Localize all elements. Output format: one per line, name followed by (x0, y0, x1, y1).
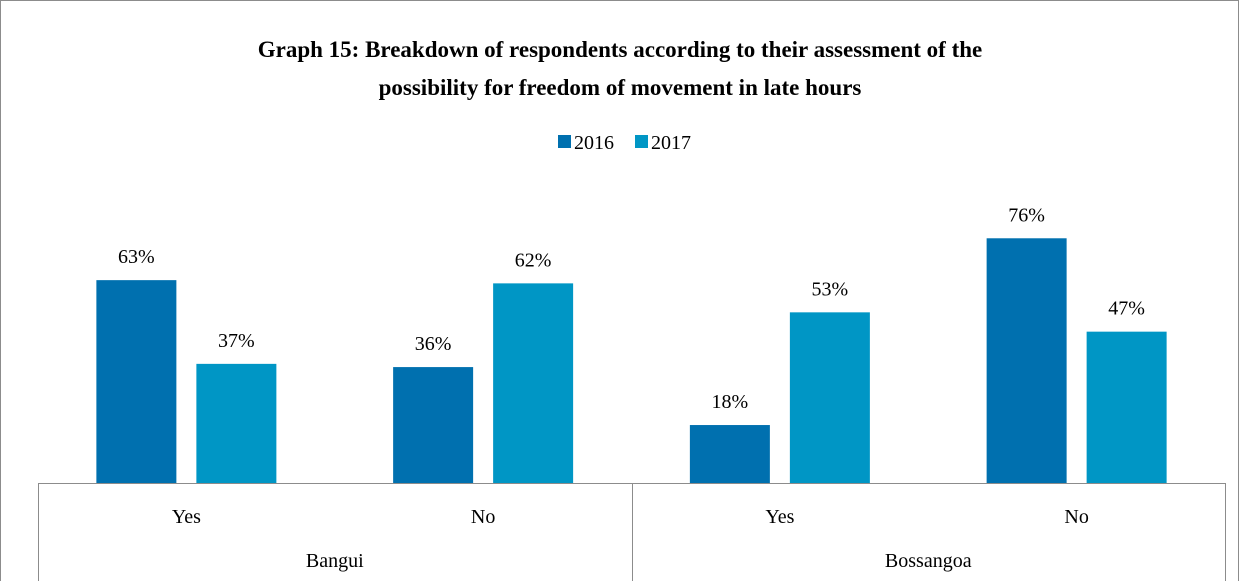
data-label-bangui-no-2016: 36% (415, 333, 452, 355)
bar-bangui-yes-2016 (96, 280, 177, 483)
data-label-bossangoa-no-2016: 76% (1008, 204, 1045, 226)
legend-swatch-2016 (558, 135, 571, 148)
category-label-bangui-yes: Yes (172, 506, 201, 528)
bar-bossangoa-yes-2016 (689, 425, 770, 483)
legend-label-2017: 2017 (651, 132, 691, 154)
data-label-bossangoa-yes-2016: 18% (712, 391, 749, 413)
group-label-bangui: Bangui (306, 550, 364, 572)
data-label-bangui-yes-2016: 63% (118, 246, 155, 268)
data-label-bangui-yes-2017: 37% (218, 330, 255, 352)
legend: 2016 2017 (558, 132, 691, 154)
data-labels: 63% 37% 36% 62% 18% 53% 76% 47% (118, 204, 1145, 413)
data-label-bangui-no-2017: 62% (515, 249, 552, 271)
category-label-bangui-no: No (471, 506, 495, 528)
legend-swatch-2017 (635, 135, 648, 148)
group-label-bossangoa: Bossangoa (885, 550, 972, 572)
group-labels: Bangui Bossangoa (306, 550, 972, 572)
category-labels: Yes No Yes No (172, 506, 1089, 528)
bar-bangui-no-2017 (493, 283, 574, 483)
category-label-bossangoa-yes: Yes (765, 506, 794, 528)
legend-label-2016: 2016 (574, 132, 614, 154)
bar-bossangoa-no-2017 (1086, 331, 1167, 483)
category-axis (38, 483, 1226, 581)
chart-title-line-1: Graph 15: Breakdown of respondents accor… (258, 37, 983, 62)
category-label-bossangoa-no: No (1064, 506, 1088, 528)
bar-bossangoa-no-2016 (986, 238, 1067, 483)
chart-title-line-2: possibility for freedom of movement in l… (379, 75, 862, 100)
data-label-bossangoa-yes-2017: 53% (812, 278, 849, 300)
bar-bossangoa-yes-2017 (789, 312, 870, 483)
bars (96, 238, 1167, 483)
bar-bangui-yes-2017 (196, 363, 277, 483)
data-label-bossangoa-no-2017: 47% (1108, 298, 1145, 320)
bar-bangui-no-2016 (393, 367, 474, 483)
